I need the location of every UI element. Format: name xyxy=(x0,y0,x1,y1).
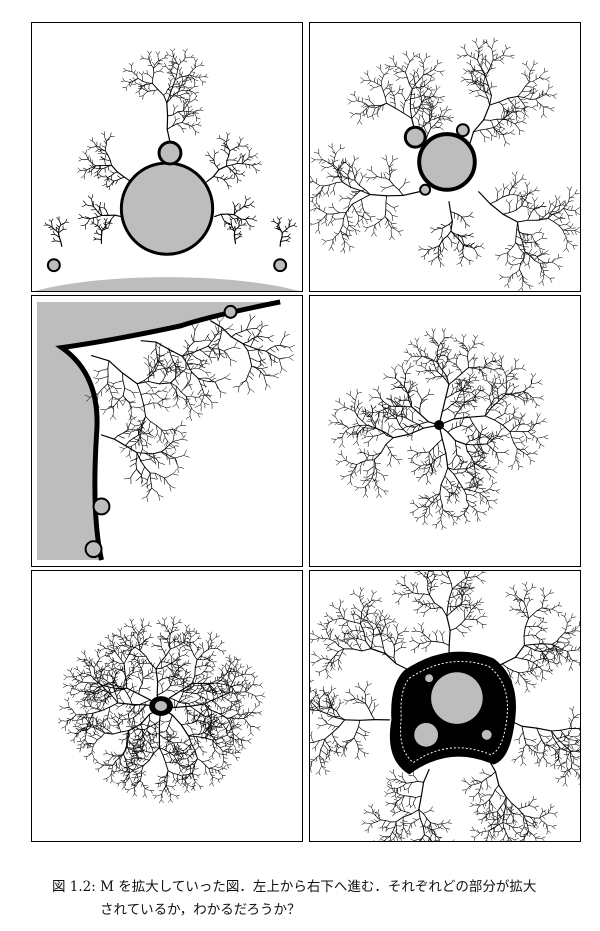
mandelbrot-zoom-5 xyxy=(57,616,266,804)
mandelbrot-zoom-3 xyxy=(36,299,295,561)
figure-panel-3 xyxy=(31,295,303,567)
figure-panel-5 xyxy=(31,570,303,842)
figure-panel-4 xyxy=(309,295,581,567)
mandelbrot-zoom-1 xyxy=(35,48,299,291)
mandelbrot-zoom-6 xyxy=(310,571,580,841)
figure-panel-2 xyxy=(309,22,581,292)
figure-caption: 図 1.2: M を拡大していった図．左上から右下へ進む．それぞれどの部分が拡大… xyxy=(52,876,572,922)
mandelbrot-zoom-4 xyxy=(328,328,549,531)
caption-label: 図 1.2: xyxy=(52,879,96,895)
caption-line-2: されているか，わかるだろうか？ xyxy=(52,899,572,922)
figure-panel-6 xyxy=(309,570,581,842)
caption-line-1: M を拡大していった図．左上から右下へ進む．それぞれどの部分が拡大 xyxy=(100,879,536,895)
figure-panel-1 xyxy=(31,22,303,292)
mandelbrot-zoom-2 xyxy=(310,37,580,291)
